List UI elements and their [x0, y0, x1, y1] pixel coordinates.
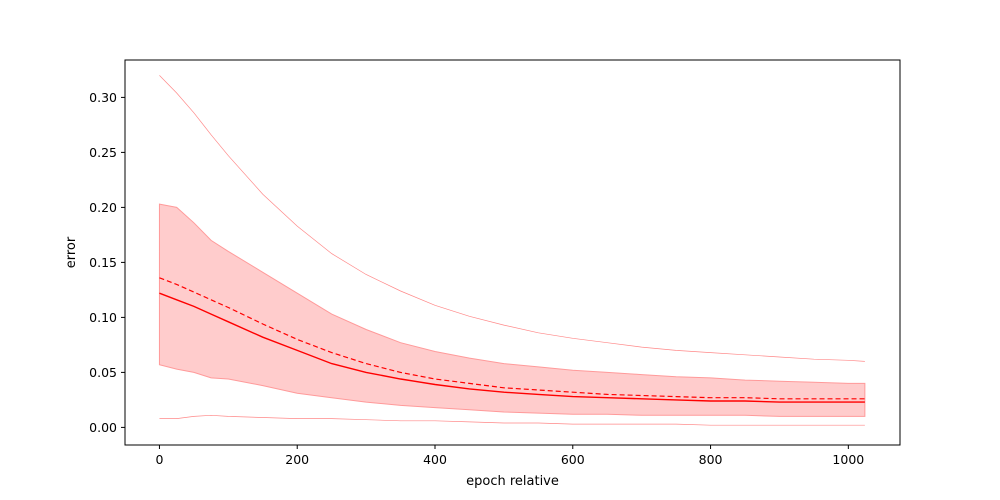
series-line-thin-lower — [159, 414, 865, 426]
band-layer — [158, 203, 866, 417]
plot-frame — [124, 59, 901, 446]
y-tick-label: 0.15 — [89, 255, 117, 270]
y-tick-label: 0.05 — [89, 365, 117, 380]
y-axis-label: error — [64, 236, 79, 268]
series-line-dashed — [159, 277, 865, 400]
series-line-thin-upper — [159, 75, 865, 362]
x-tick-label: 600 — [561, 452, 585, 467]
x-tick-label: 800 — [699, 452, 723, 467]
y-tick-label: 0.25 — [89, 145, 117, 160]
series-layer — [159, 75, 865, 426]
y-tick-label: 0.30 — [89, 90, 117, 105]
x-tick-label: 200 — [285, 452, 309, 467]
x-tick-label: 0 — [155, 452, 163, 467]
x-axis-label: epoch relative — [466, 474, 559, 489]
series-line-solid — [159, 292, 865, 403]
y-tick-label: 0.00 — [89, 420, 117, 435]
x-axis: 0 200 400 600 800 1000 — [155, 445, 864, 467]
x-tick-label: 400 — [423, 452, 447, 467]
y-tick-label: 0.10 — [89, 310, 117, 325]
x-tick-label: 1000 — [832, 452, 864, 467]
y-tick-label: 0.20 — [89, 200, 117, 215]
confidence-band — [158, 203, 866, 417]
y-axis: 0.00 0.05 0.10 0.15 0.20 0.25 0.30 — [89, 90, 125, 435]
